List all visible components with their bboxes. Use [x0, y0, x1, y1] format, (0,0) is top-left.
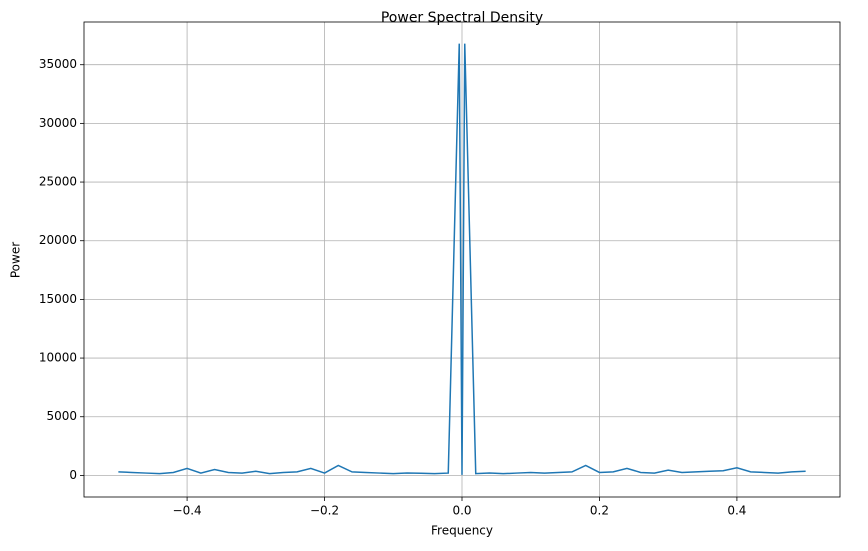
y-tick-label: 30000 [39, 116, 77, 130]
x-tick-label: 0.2 [590, 504, 609, 518]
data-line [118, 43, 806, 475]
y-tick-label: 0 [69, 468, 77, 482]
x-tick-label: 0.4 [727, 504, 746, 518]
y-tick-label: 25000 [39, 175, 77, 189]
x-tick-label: −0.2 [310, 504, 339, 518]
y-tick-label: 15000 [39, 292, 77, 306]
y-axis-label: Power [9, 242, 23, 278]
y-tick-label: 20000 [39, 233, 77, 247]
x-tick-label: 0.0 [452, 504, 471, 518]
y-tick-label: 10000 [39, 351, 77, 365]
x-axis-label: Frequency [431, 524, 493, 538]
y-tick-label: 5000 [46, 409, 77, 423]
y-tick-label: 35000 [39, 57, 77, 71]
x-tick-label: −0.4 [173, 504, 202, 518]
plot-frame [83, 21, 841, 498]
